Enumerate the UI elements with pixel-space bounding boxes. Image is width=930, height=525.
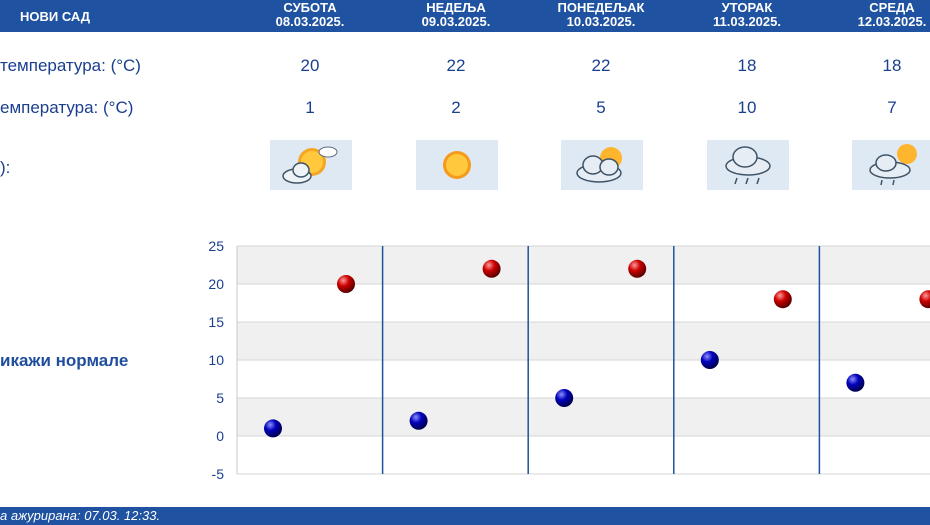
grid-band <box>237 246 930 284</box>
min-temp-value: 5 <box>596 98 606 117</box>
day-name: СРЕДА <box>869 0 915 15</box>
max-temp-value: 22 <box>446 56 466 75</box>
y-tick-label: 5 <box>216 390 224 406</box>
forecast-header: НОВИ САД СУБОТА 08.03.2025. НЕДЕЉА 09.03… <box>0 0 930 32</box>
y-tick-label: 20 <box>208 276 224 292</box>
max-temp-point <box>773 290 792 309</box>
max-temp-point <box>337 275 355 293</box>
day-header-4: УТОРАК 11.03.2025. <box>682 1 812 29</box>
last-updated-text: а ажурирана: 07.03. 12:33. <box>0 508 161 523</box>
day-date: 10.03.2025. <box>566 14 636 29</box>
city-name: НОВИ САД <box>20 9 91 24</box>
day-header-1: СУБОТА 08.03.2025. <box>245 1 375 29</box>
min-temp-point <box>264 419 282 438</box>
min-temp-value: 7 <box>887 98 897 117</box>
min-temp-label: емпература: (°C) <box>0 98 134 117</box>
day-name: СУБОТА <box>283 0 337 15</box>
show-normals-link[interactable]: икажи нормале <box>0 351 129 370</box>
day-date: 09.03.2025. <box>421 14 491 29</box>
cloud-sun-icon <box>561 140 643 190</box>
grid-band <box>237 322 930 360</box>
max-temp-value: 22 <box>591 56 611 75</box>
y-tick-label: -5 <box>212 466 225 482</box>
max-temp-label: температура: (°C) <box>0 56 141 75</box>
grid-band <box>237 398 930 436</box>
max-temp-point <box>628 259 647 278</box>
day-date: 12.03.2025. <box>857 14 927 29</box>
weather-label: ): <box>0 158 11 177</box>
rain-cloud-sun-icon <box>852 140 930 190</box>
grid-band <box>237 284 930 322</box>
sun-icon <box>416 140 498 190</box>
y-tick-label: 15 <box>208 314 224 330</box>
day-header-3: ПОНЕДЕЉАК 10.03.2025. <box>536 1 666 29</box>
max-temp-point <box>919 290 930 309</box>
min-temp-value: 10 <box>737 98 757 117</box>
partly-cloudy-sun-icon <box>270 140 352 190</box>
y-tick-label: 25 <box>208 238 224 254</box>
day-name: УТОРАК <box>721 0 773 15</box>
footer-bar: а ажурирана: 07.03. 12:33. <box>0 507 930 525</box>
min-temp-value: 1 <box>305 98 315 117</box>
day-date: 08.03.2025. <box>275 14 345 29</box>
y-tick-label: 10 <box>208 352 224 368</box>
grid-band <box>237 360 930 398</box>
min-temp-point <box>700 351 719 369</box>
min-temp-point <box>409 411 428 430</box>
min-temp-point <box>555 389 574 407</box>
temperature-chart: 25 20 15 10 5 0 -5 <box>208 238 930 482</box>
day-date: 11.03.2025. <box>713 14 781 29</box>
rain-cloud-icon <box>707 140 789 190</box>
day-name: ПОНЕДЕЉАК <box>557 0 645 15</box>
min-temp-point <box>846 373 865 392</box>
y-tick-label: 0 <box>216 428 224 444</box>
max-temp-value: 18 <box>737 56 757 75</box>
day-header-2: НЕДЕЉА 09.03.2025. <box>391 1 521 29</box>
grid-band <box>237 436 930 474</box>
max-temp-point <box>482 259 501 278</box>
day-name: НЕДЕЉА <box>426 0 486 15</box>
max-temp-value: 20 <box>300 56 320 75</box>
day-header-5: СРЕДА 12.03.2025. <box>827 1 930 29</box>
max-temp-value: 18 <box>882 56 902 75</box>
min-temp-value: 2 <box>451 98 461 117</box>
